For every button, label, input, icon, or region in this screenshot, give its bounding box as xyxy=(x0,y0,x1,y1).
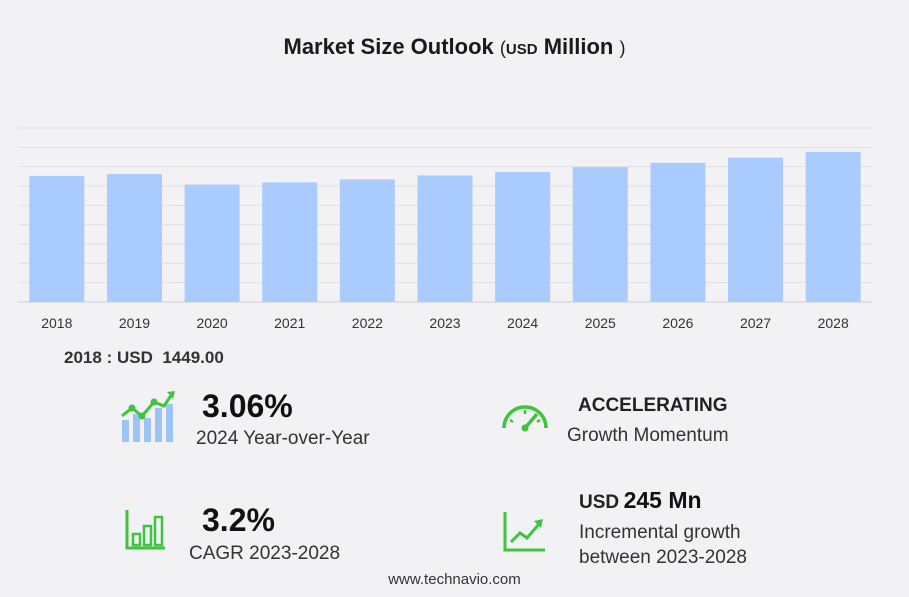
title-unit-word: Million xyxy=(543,34,614,59)
base-separator: : xyxy=(106,348,113,367)
x-tick-2024: 2024 xyxy=(507,315,538,331)
bar-2020 xyxy=(184,184,240,302)
title-unit: USD xyxy=(505,41,538,58)
trend-line-icon xyxy=(503,512,545,552)
bar-chart-icon xyxy=(125,510,165,550)
bar-2023 xyxy=(417,175,473,302)
incremental-amount: 245 Mn xyxy=(623,487,702,513)
x-tick-2025: 2025 xyxy=(585,315,616,331)
x-tick-2023: 2023 xyxy=(429,315,460,331)
bar-2028 xyxy=(805,151,861,302)
cagr-value: 3.2% xyxy=(202,502,275,538)
bar-2019 xyxy=(106,174,162,302)
base-year-value: 2018 : USD 1449.00 xyxy=(64,348,224,368)
chart-x-ticks: 2018 2019 2020 2021 2022 2023 2024 2025 2026 2027… xyxy=(41,315,849,331)
x-tick-2028: 2028 xyxy=(818,315,849,331)
momentum-label: Growth Momentum xyxy=(567,425,729,446)
x-tick-2018: 2018 xyxy=(41,315,72,331)
x-tick-2021: 2021 xyxy=(274,315,305,331)
bar-2026 xyxy=(650,162,706,302)
speedometer-icon xyxy=(502,405,548,432)
chart-title-main: Market Size Outlook xyxy=(283,34,494,59)
x-tick-2019: 2019 xyxy=(119,315,150,331)
yoy-label: 2024 Year-over-Year xyxy=(196,428,370,449)
incremental-value: USD 245 Mn xyxy=(579,487,702,514)
base-amount: 1449.00 xyxy=(162,348,224,367)
chart-title: Market Size Outlook (USD Million ) xyxy=(0,34,909,60)
bar-2024 xyxy=(495,171,551,302)
growth-chart-icon xyxy=(121,391,175,442)
bar-2021 xyxy=(262,182,318,302)
x-tick-2022: 2022 xyxy=(352,315,383,331)
incremental-label-line2: between 2023-2028 xyxy=(579,547,747,568)
yoy-value: 3.06% xyxy=(202,388,293,424)
incremental-currency: USD xyxy=(579,492,620,513)
bar-2025 xyxy=(572,167,628,302)
x-tick-2026: 2026 xyxy=(662,315,693,331)
incremental-label-line1: Incremental growth xyxy=(579,522,741,543)
bar-2018 xyxy=(29,175,85,302)
bar-2022 xyxy=(339,179,395,302)
x-tick-2027: 2027 xyxy=(740,315,771,331)
title-open-paren: ( xyxy=(499,38,506,58)
footer-website: www.technavio.com xyxy=(388,571,521,588)
bar-chart: 2018 2019 2020 2021 2022 2023 2024 2025 2026 2027… xyxy=(18,127,872,331)
base-currency: USD xyxy=(116,348,153,367)
bar-2027 xyxy=(728,157,784,302)
momentum-value: ACCELERATING xyxy=(578,395,728,416)
title-close-paren: ) xyxy=(619,38,626,58)
cagr-label: CAGR 2023-2028 xyxy=(189,543,341,564)
chart-bars xyxy=(29,151,861,302)
x-tick-2020: 2020 xyxy=(197,315,228,331)
base-year: 2018 xyxy=(64,348,102,367)
